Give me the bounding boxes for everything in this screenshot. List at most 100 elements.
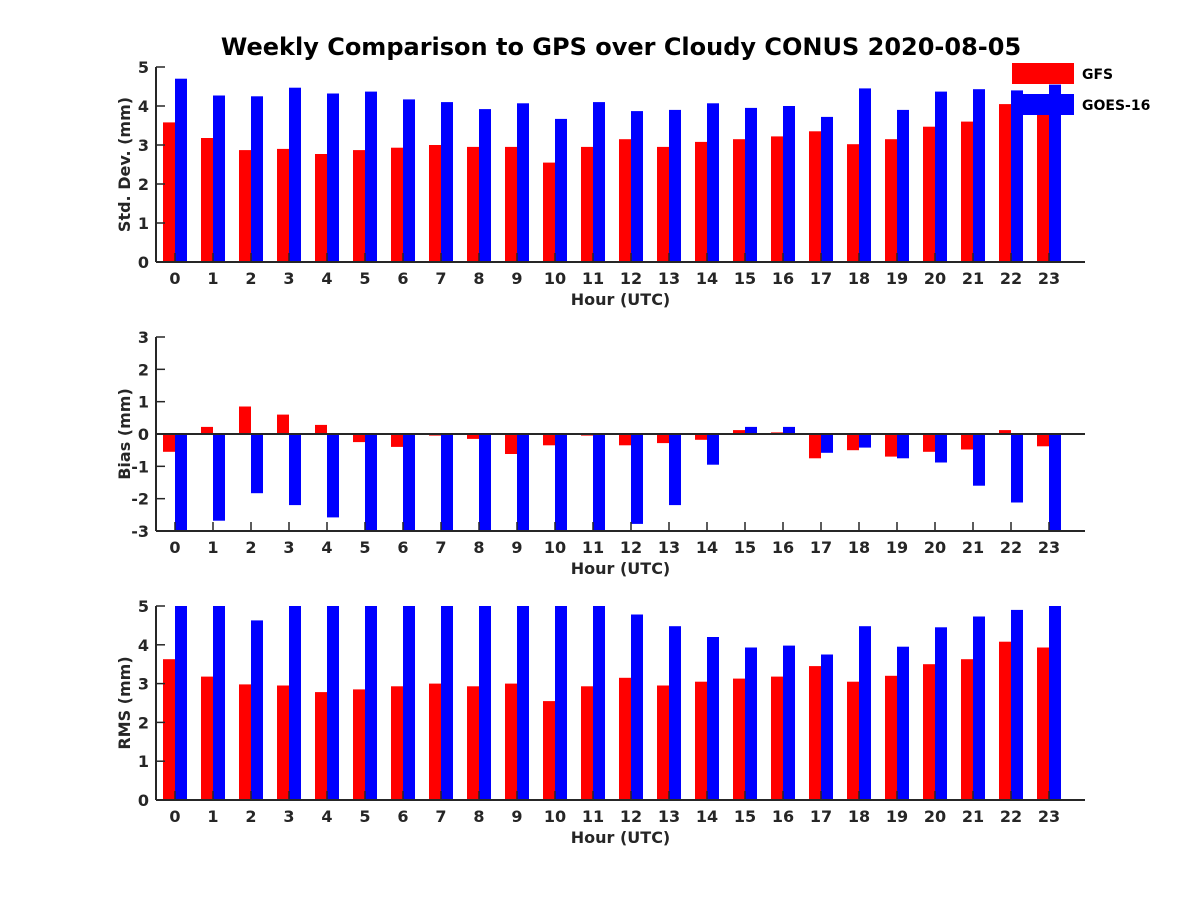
stddev-bar-gfs-20 [923,126,935,262]
rms-bar-gfs-6 [391,686,403,800]
rms-xtick-label-0: 0 [169,807,180,826]
rms-y-axis-label: RMS (mm) [115,656,134,749]
rms-bar-goes16-7 [441,606,453,800]
rms-bar-gfs-22 [999,641,1011,800]
stddev-bar-gfs-4 [315,154,327,262]
stddev-bar-goes16-1 [213,95,225,262]
rms-bar-gfs-7 [429,683,441,800]
bias-bar-gfs-6 [391,434,403,447]
bias-bar-gfs-12 [619,434,631,446]
stddev-xtick-label-16: 16 [772,269,794,288]
chart-title: Weekly Comparison to GPS over Cloudy CON… [221,33,1021,61]
bias-bar-gfs-17 [809,434,821,459]
stddev-bar-goes16-12 [631,111,643,262]
bias-ytick-label--3: -3 [131,522,149,541]
rms-bar-goes16-19 [897,646,909,800]
bias-xtick-label-8: 8 [473,538,484,557]
rms-bar-goes16-17 [821,654,833,800]
stddev-xtick-label-10: 10 [544,269,566,288]
rms-bar-goes16-16 [783,645,795,800]
bias-xtick-label-1: 1 [207,538,218,557]
stddev-bar-goes16-11 [593,102,605,262]
rms-bar-goes16-22 [1011,609,1023,800]
stddev-xtick-label-17: 17 [810,269,832,288]
bias-bar-gfs-20 [923,434,935,452]
rms-xtick-label-10: 10 [544,807,566,826]
bias-xtick-label-11: 11 [582,538,604,557]
bias-xtick-label-6: 6 [397,538,408,557]
stddev-bar-gfs-13 [657,146,669,262]
stddev-bar-goes16-10 [555,118,567,263]
legend-label-gfs: GFS [1082,67,1113,83]
stddev-bar-goes16-22 [1011,90,1023,263]
rms-bar-gfs-18 [847,681,859,800]
bias-bar-goes16-5 [365,434,377,531]
rms-xtick-label-23: 23 [1038,807,1060,826]
stddev-bar-goes16-18 [859,88,871,263]
bias-bar-goes16-4 [327,434,339,518]
stddev-bar-gfs-19 [885,139,897,262]
rms-bar-goes16-21 [973,616,985,800]
bias-bar-goes16-8 [479,434,491,531]
stddev-xtick-label-14: 14 [696,269,718,288]
bias-ytick-label-0: 0 [138,425,149,444]
stddev-xtick-label-2: 2 [245,269,256,288]
stddev-bar-goes16-3 [289,87,301,262]
stddev-bar-gfs-18 [847,144,859,262]
bias-xtick-label-12: 12 [620,538,642,557]
stddev-xtick-label-8: 8 [473,269,484,288]
bias-bar-gfs-10 [543,434,555,446]
stddev-bar-goes16-7 [441,102,453,262]
rms-bar-goes16-8 [479,606,491,800]
rms-bar-gfs-23 [1037,647,1049,800]
bias-ytick-label--1: -1 [131,457,149,476]
bias-xtick-label-9: 9 [511,538,522,557]
bias-bar-goes16-14 [707,434,719,465]
bias-bar-goes16-12 [631,434,643,524]
stddev-ytick-label-3: 3 [138,136,149,155]
stddev-xtick-label-12: 12 [620,269,642,288]
bias-ytick-label-1: 1 [138,393,149,412]
bias-xtick-label-14: 14 [696,538,718,557]
rms-bar-gfs-21 [961,659,973,800]
bias-ytick-label-3: 3 [138,328,149,347]
bias-bar-gfs-5 [353,434,365,443]
bias-bar-gfs-0 [163,434,175,452]
rms-xtick-label-7: 7 [435,807,446,826]
stddev-xtick-label-22: 22 [1000,269,1022,288]
bias-bar-goes16-21 [973,434,985,486]
stddev-bar-goes16-15 [745,107,757,263]
rms-bar-goes16-1 [213,606,225,800]
bias-xtick-label-13: 13 [658,538,680,557]
bias-bar-goes16-13 [669,434,681,506]
rms-bar-gfs-16 [771,676,783,800]
rms-bar-gfs-17 [809,666,821,800]
rms-xtick-label-9: 9 [511,807,522,826]
bias-xtick-label-20: 20 [924,538,946,557]
rms-xtick-label-18: 18 [848,807,870,826]
rms-bar-goes16-10 [555,606,567,800]
stddev-bar-gfs-8 [467,146,479,262]
rms-xtick-label-12: 12 [620,807,642,826]
bias-xtick-label-4: 4 [321,538,332,557]
stddev-ytick-label-0: 0 [138,253,149,272]
bias-bar-goes16-3 [289,434,301,506]
stddev-bar-gfs-5 [353,150,365,262]
stddev-xtick-label-0: 0 [169,269,180,288]
stddev-xtick-label-23: 23 [1038,269,1060,288]
rms-ytick-label-4: 4 [138,636,149,655]
stddev-ytick-label-5: 5 [138,58,149,77]
stddev-bar-gfs-6 [391,147,403,262]
bias-bar-gfs-8 [467,434,479,439]
bias-xtick-label-10: 10 [544,538,566,557]
stddev-bar-gfs-12 [619,139,631,262]
bias-bar-gfs-4 [315,424,327,434]
rms-xtick-label-1: 1 [207,807,218,826]
rms-xtick-label-13: 13 [658,807,680,826]
bias-bar-goes16-23 [1049,434,1061,531]
bias-bar-goes16-16 [783,426,795,434]
bias-bar-gfs-18 [847,434,859,451]
stddev-ytick-label-2: 2 [138,175,149,194]
rms-bar-gfs-2 [239,684,251,800]
stddev-bar-goes16-2 [251,96,263,263]
